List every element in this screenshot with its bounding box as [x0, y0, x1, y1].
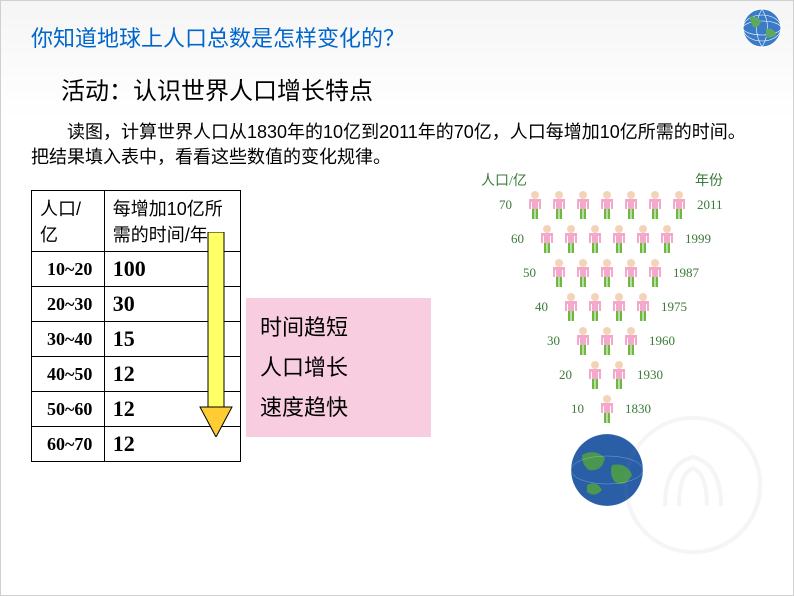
person-icon	[608, 360, 630, 390]
activity-title: 活动：认识世界人口增长特点	[61, 71, 763, 106]
y-axis-label: 人口/亿	[481, 170, 527, 190]
pyramid-row: 50 1987	[451, 256, 763, 290]
instruction-text: 读图，计算世界人口从1830年的10亿到2011年的70亿，人口每增加10亿所需…	[31, 120, 763, 170]
count-label: 30	[547, 333, 560, 349]
person-icon	[572, 190, 594, 220]
annotation-line: 速度趋快	[260, 388, 417, 428]
person-icon	[548, 258, 570, 288]
question-title: 你知道地球上人口总数是怎样变化的？	[31, 21, 763, 53]
pyramid-row: 30 1960	[451, 324, 763, 358]
person-icon	[608, 224, 630, 254]
person-icon	[620, 326, 642, 356]
table-row: 10~20100	[32, 252, 241, 287]
person-icon	[668, 190, 690, 220]
year-label: 1999	[685, 231, 711, 247]
person-icon	[632, 224, 654, 254]
year-label: 1975	[661, 299, 687, 315]
year-axis-label: 年份	[695, 170, 723, 190]
count-label: 40	[535, 299, 548, 315]
person-icon	[560, 292, 582, 322]
person-icon	[656, 224, 678, 254]
year-label: 1830	[625, 401, 651, 417]
population-table: 人口/亿 每增加10亿所需的时间/年 10~20100 20~3030 30~4…	[31, 190, 241, 462]
earth-globe-icon	[567, 430, 647, 510]
person-icon	[560, 224, 582, 254]
table-header-row: 人口/亿 每增加10亿所需的时间/年	[32, 191, 241, 252]
person-icon	[572, 326, 594, 356]
person-icon	[644, 258, 666, 288]
th-population: 人口/亿	[32, 191, 105, 252]
table-row: 30~4015	[32, 322, 241, 357]
count-label: 50	[523, 265, 536, 281]
year-label: 1930	[637, 367, 663, 383]
table-row: 50~6012	[32, 392, 241, 427]
annotation-line: 时间趋短	[260, 308, 417, 348]
table-row: 20~3030	[32, 287, 241, 322]
person-icon	[596, 258, 618, 288]
person-icon	[572, 258, 594, 288]
table-row: 60~7012	[32, 427, 241, 462]
annotation-box: 时间趋短 人口增长 速度趋快	[246, 298, 431, 437]
person-icon	[548, 190, 570, 220]
person-icon	[536, 224, 558, 254]
globe-icon	[741, 7, 783, 49]
person-icon	[620, 190, 642, 220]
person-icon	[644, 190, 666, 220]
person-icon	[524, 190, 546, 220]
person-icon	[584, 224, 606, 254]
pyramid-row: 20 1930	[451, 358, 763, 392]
pyramid-chart: 人口/亿 年份 70	[451, 170, 763, 462]
person-icon	[632, 292, 654, 322]
person-icon	[596, 394, 618, 424]
count-label: 70	[499, 197, 512, 213]
th-time: 每增加10亿所需的时间/年	[104, 191, 240, 252]
year-label: 2011	[697, 197, 723, 213]
annotation-line: 人口增长	[260, 348, 417, 388]
table-row: 40~5012	[32, 357, 241, 392]
person-icon	[584, 360, 606, 390]
person-icon	[608, 292, 630, 322]
year-label: 1987	[673, 265, 699, 281]
count-label: 20	[559, 367, 572, 383]
person-icon	[620, 258, 642, 288]
pyramid-row: 70 2011	[451, 188, 763, 222]
pyramid-row: 60 1999	[451, 222, 763, 256]
pyramid-row: 10 1830	[451, 392, 763, 426]
person-icon	[596, 190, 618, 220]
person-icon	[584, 292, 606, 322]
pyramid-row: 40 1975	[451, 290, 763, 324]
year-label: 1960	[649, 333, 675, 349]
count-label: 10	[571, 401, 584, 417]
person-icon	[596, 326, 618, 356]
count-label: 60	[511, 231, 524, 247]
